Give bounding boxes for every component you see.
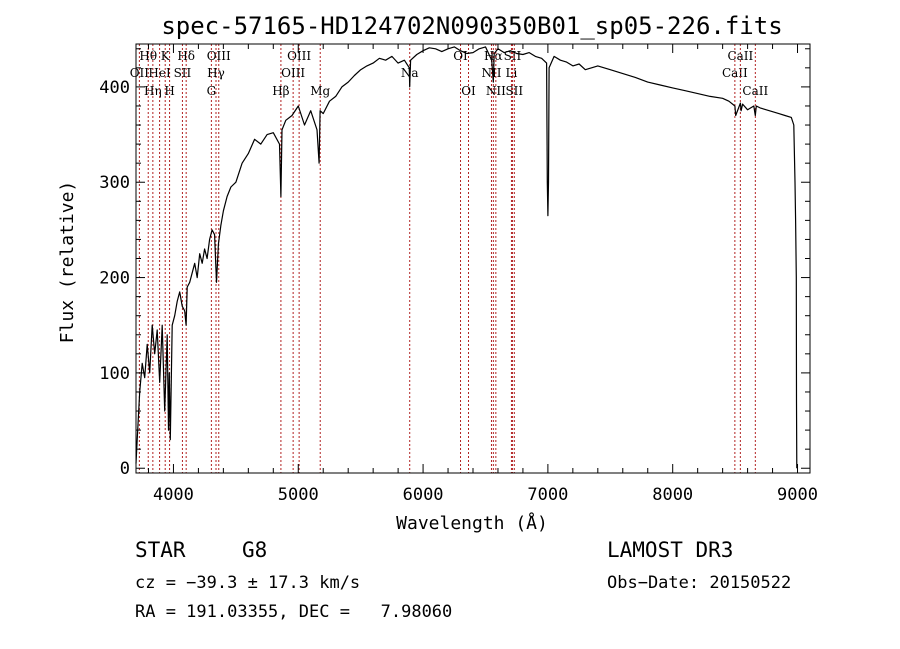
line-marker-label-20: NII [486, 84, 506, 98]
x-axis-label: Wavelength (Å) [396, 512, 548, 534]
x-tick-label-4: 8000 [652, 485, 693, 505]
axes: 4000 5000 6000 7000 8000 9000 0 100 200 300 400 [99, 43, 818, 505]
y-axis-label: Flux (relative) [57, 181, 78, 344]
x-tick-label-3: 7000 [527, 485, 568, 505]
x-tick-label-1: 5000 [278, 485, 319, 505]
line-marker-label-4: K [161, 49, 171, 63]
line-marker-label-14: Mg [310, 84, 330, 98]
survey-name: LAMOST DR3 [607, 538, 734, 562]
line-marker-label-25: CaII [727, 49, 753, 63]
line-marker-label-7: Hδ [177, 49, 195, 63]
redshift-velocity: cz = −39.3 ± 17.3 km/s [135, 573, 361, 593]
line-marker-label-6: SII [174, 66, 192, 80]
chart-title: spec-57165-HD124702N090350B01_sp05-226.f… [161, 12, 782, 40]
y-tick-label-0: 0 [120, 459, 130, 479]
line-marker-label-18: NII [481, 66, 501, 80]
line-marker-label-2: Hη [144, 84, 162, 98]
line-marker-label-0: OII [130, 66, 150, 80]
coordinates: RA = 191.03355, DEC = 7.98060 [135, 602, 453, 622]
observation-date: Obs−Date: 20150522 [607, 573, 792, 593]
x-tick-label-0: 4000 [153, 485, 194, 505]
line-marker-label-21: Li [506, 66, 518, 80]
y-tick-label-4: 400 [99, 78, 130, 98]
line-marker-label-26: CaII [742, 84, 768, 98]
line-marker-label-12: OIII [281, 66, 305, 80]
line-marker-label-13: OIII [287, 49, 311, 63]
x-tick-label-2: 6000 [403, 485, 444, 505]
object-class: STAR [135, 538, 186, 562]
line-markers: OIIHθHηHeIKHSIIHδGHγOIIIHβOIIIOIIIMgNaOI… [130, 44, 768, 473]
line-marker-label-5: H [164, 84, 174, 98]
y-tick-label-1: 100 [99, 364, 130, 384]
y-tick-label-2: 200 [99, 269, 130, 289]
series-layer [135, 46, 798, 469]
line-marker-label-24: CaII [722, 66, 748, 80]
series-line-flux [135, 46, 798, 469]
line-marker-label-22: SII [504, 49, 522, 63]
object-subclass: G8 [242, 538, 268, 562]
line-marker-label-23: SII [505, 84, 523, 98]
plot-frame [135, 43, 811, 474]
line-marker-label-8: G [207, 84, 217, 98]
line-marker-label-10: OIII [207, 49, 231, 63]
line-marker-label-11: Hβ [272, 84, 289, 98]
line-marker-label-9: Hγ [207, 66, 225, 80]
line-marker-label-3: HeI [148, 66, 171, 80]
line-marker-label-1: Hθ [139, 49, 157, 63]
y-tick-label-3: 300 [99, 173, 130, 193]
x-tick-label-5: 9000 [777, 485, 818, 505]
line-marker-label-17: OI [461, 84, 476, 98]
